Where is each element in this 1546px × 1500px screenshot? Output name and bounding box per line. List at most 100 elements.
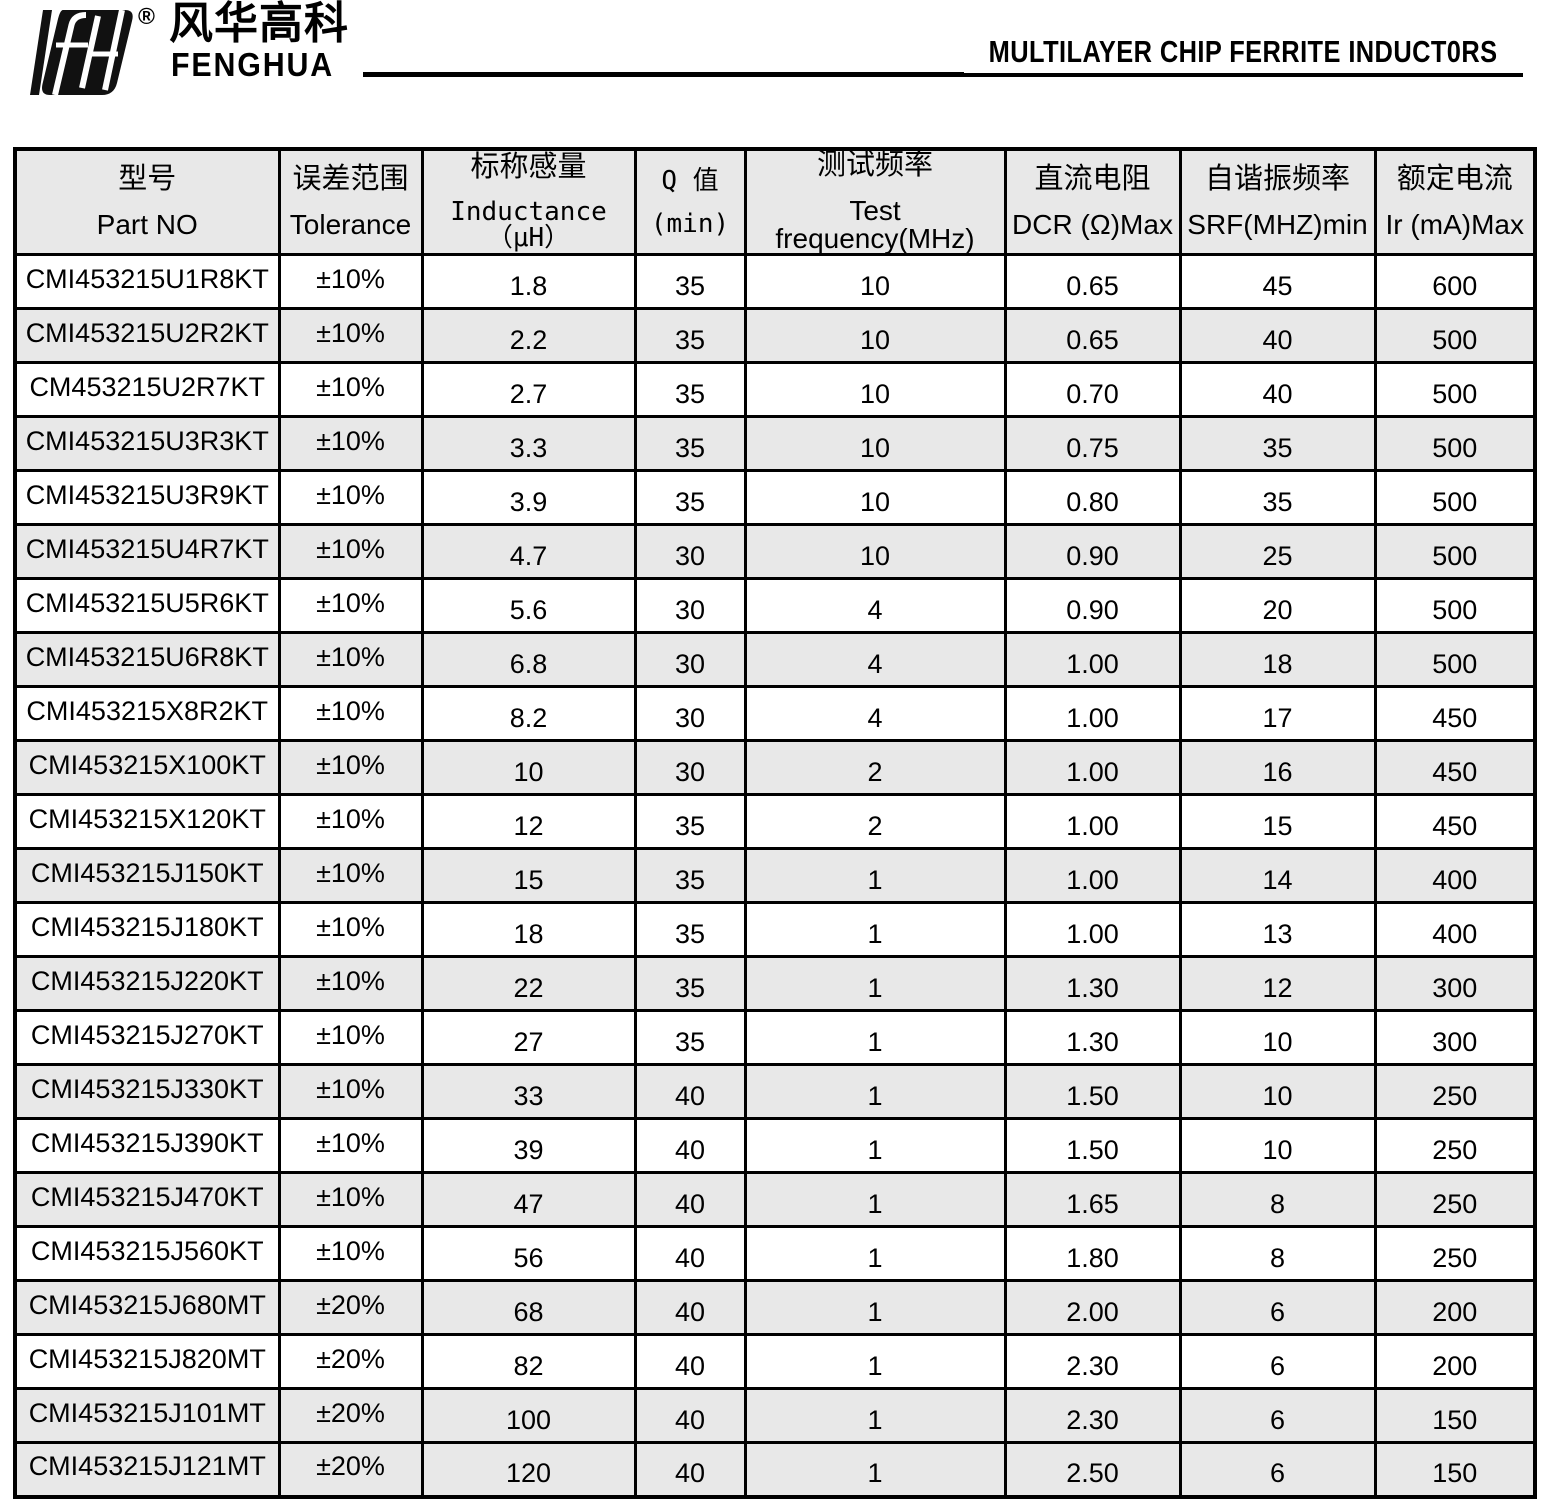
part-no-cell: CMI453215U1R8KT bbox=[13, 253, 281, 310]
header-dcr: 直流电阻 DCR (Ω)Max bbox=[1003, 147, 1182, 256]
tolerance-cell: ±20% bbox=[277, 1387, 424, 1444]
test-frequency-cell: 10 bbox=[743, 415, 1007, 472]
table-row: CMI453215U1R8KT ±10% 1.8 35 10 0.65 45 600 bbox=[13, 253, 1537, 310]
part-no-cell: CMI453215X100KT bbox=[13, 739, 281, 796]
part-no-cell: CM453215U2R7KT bbox=[13, 361, 281, 418]
part-no-cell: CMI453215J150KT bbox=[13, 847, 281, 904]
test-frequency-cell: 4 bbox=[743, 631, 1007, 688]
ir-cell: 450 bbox=[1373, 739, 1537, 796]
inductance-cell: 4.7 bbox=[420, 523, 637, 580]
inductance-cell: 2.2 bbox=[420, 307, 637, 364]
table-row: CMI453215U3R9KT ±10% 3.9 35 10 0.80 35 500 bbox=[13, 469, 1537, 526]
test-frequency-cell: 1 bbox=[743, 1279, 1007, 1336]
tolerance-cell: ±10% bbox=[277, 739, 424, 796]
fenghua-logo-icon bbox=[30, 10, 133, 95]
inductance-cell: 10 bbox=[420, 739, 637, 796]
ir-cell: 450 bbox=[1373, 685, 1537, 742]
srf-cell: 17 bbox=[1178, 685, 1377, 742]
table-row: CMI453215J121MT ±20% 120 40 1 2.50 6 150 bbox=[13, 1441, 1537, 1498]
ir-cell: 500 bbox=[1373, 523, 1537, 580]
test-frequency-cell: 4 bbox=[743, 577, 1007, 634]
test-frequency-cell: 1 bbox=[743, 1333, 1007, 1390]
test-frequency-cell: 1 bbox=[743, 1117, 1007, 1174]
brand-name-cn: 风华高科 bbox=[169, 0, 349, 48]
header-label-cn: 误差范围 bbox=[292, 163, 409, 195]
header-label-en: Test frequency(MHz) bbox=[775, 195, 975, 254]
tolerance-cell: ±10% bbox=[277, 1171, 424, 1228]
q-min-cell: 40 bbox=[633, 1441, 747, 1498]
dcr-cell: 1.65 bbox=[1003, 1171, 1182, 1228]
table-row: CMI453215J150KT ±10% 15 35 1 1.00 14 400 bbox=[13, 847, 1537, 904]
header-label-en: DCR (Ω)Max bbox=[1012, 209, 1173, 240]
inductance-cell: 27 bbox=[420, 1009, 637, 1066]
header-row: 型号 Part NO 误差范围 Tolerance 标称感量 Inductance（μH）… bbox=[13, 147, 1537, 256]
test-frequency-cell: 2 bbox=[743, 793, 1007, 850]
q-min-cell: 30 bbox=[633, 631, 747, 688]
dcr-cell: 2.00 bbox=[1003, 1279, 1182, 1336]
test-frequency-cell: 1 bbox=[743, 1441, 1007, 1498]
header-part-no: 型号 Part NO bbox=[13, 147, 281, 256]
inductance-cell: 56 bbox=[420, 1225, 637, 1282]
table-row: CMI453215J101MT ±20% 100 40 1 2.30 6 150 bbox=[13, 1387, 1537, 1444]
table-row: CMI453215U2R2KT ±10% 2.2 35 10 0.65 40 500 bbox=[13, 307, 1537, 364]
header-label-cn: 标称感量 bbox=[470, 151, 587, 183]
table-row: CMI453215J680MT ±20% 68 40 1 2.00 6 200 bbox=[13, 1279, 1537, 1336]
srf-cell: 45 bbox=[1178, 253, 1377, 310]
part-no-cell: CMI453215U5R6KT bbox=[13, 577, 281, 634]
ir-cell: 400 bbox=[1373, 847, 1537, 904]
inductance-cell: 100 bbox=[420, 1387, 637, 1444]
inductance-cell: 3.3 bbox=[420, 415, 637, 472]
part-no-cell: CMI453215J270KT bbox=[13, 1009, 281, 1066]
header-label-en: Part NO bbox=[96, 209, 198, 240]
dcr-cell: 1.30 bbox=[1003, 1009, 1182, 1066]
part-no-cell: CMI453215U3R3KT bbox=[13, 415, 281, 472]
tolerance-cell: ±10% bbox=[277, 1225, 424, 1282]
dcr-cell: 1.00 bbox=[1003, 685, 1182, 742]
dcr-cell: 1.00 bbox=[1003, 631, 1182, 688]
tolerance-cell: ±10% bbox=[277, 361, 424, 418]
header-label-cn: 直流电阻 bbox=[1034, 163, 1151, 195]
inductance-cell: 39 bbox=[420, 1117, 637, 1174]
tolerance-cell: ±10% bbox=[277, 793, 424, 850]
header-test-frequency: 测试频率 Test frequency(MHz) bbox=[743, 147, 1007, 256]
q-min-cell: 35 bbox=[633, 793, 747, 850]
test-frequency-cell: 10 bbox=[743, 469, 1007, 526]
tolerance-cell: ±10% bbox=[277, 955, 424, 1012]
registered-trademark: ® bbox=[138, 3, 155, 29]
part-no-cell: CMI453215J121MT bbox=[13, 1441, 281, 1498]
dcr-cell: 1.80 bbox=[1003, 1225, 1182, 1282]
q-min-cell: 40 bbox=[633, 1333, 747, 1390]
header-label-cn: 自谐振频率 bbox=[1204, 163, 1350, 195]
test-frequency-cell: 1 bbox=[743, 1387, 1007, 1444]
srf-cell: 15 bbox=[1178, 793, 1377, 850]
ir-cell: 250 bbox=[1373, 1063, 1537, 1120]
dcr-cell: 0.70 bbox=[1003, 361, 1182, 418]
q-min-cell: 35 bbox=[633, 847, 747, 904]
q-min-cell: 30 bbox=[633, 685, 747, 742]
ir-cell: 150 bbox=[1373, 1387, 1537, 1444]
logo-stripe bbox=[30, 10, 52, 95]
ir-cell: 500 bbox=[1373, 577, 1537, 634]
ir-cell: 200 bbox=[1373, 1279, 1537, 1336]
inductance-cell: 6.8 bbox=[420, 631, 637, 688]
dcr-cell: 0.80 bbox=[1003, 469, 1182, 526]
q-min-cell: 30 bbox=[633, 739, 747, 796]
table-row: CMI453215X8R2KT ±10% 8.2 30 4 1.00 17 450 bbox=[13, 685, 1537, 742]
inductance-cell: 82 bbox=[420, 1333, 637, 1390]
srf-cell: 12 bbox=[1178, 955, 1377, 1012]
header-rule-left bbox=[363, 72, 964, 77]
tolerance-cell: ±10% bbox=[277, 631, 424, 688]
inductance-cell: 120 bbox=[420, 1441, 637, 1498]
table-row: CMI453215J390KT ±10% 39 40 1 1.50 10 250 bbox=[13, 1117, 1537, 1174]
q-min-cell: 35 bbox=[633, 1009, 747, 1066]
tolerance-cell: ±10% bbox=[277, 415, 424, 472]
q-min-cell: 35 bbox=[633, 253, 747, 310]
ir-cell: 450 bbox=[1373, 793, 1537, 850]
tolerance-cell: ±20% bbox=[277, 1441, 424, 1498]
inductance-cell: 22 bbox=[420, 955, 637, 1012]
tolerance-cell: ±20% bbox=[277, 1279, 424, 1336]
q-min-cell: 40 bbox=[633, 1279, 747, 1336]
part-no-cell: CMI453215U6R8KT bbox=[13, 631, 281, 688]
header-label-en: (min) bbox=[650, 208, 730, 239]
